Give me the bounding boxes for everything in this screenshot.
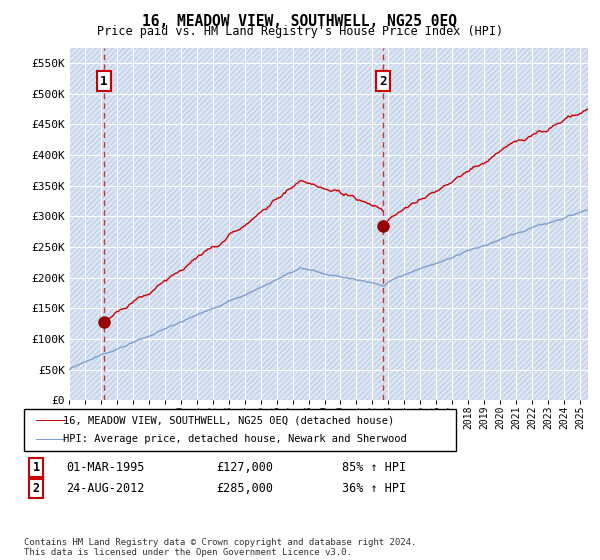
Text: 24-AUG-2012: 24-AUG-2012 [66,482,145,495]
Text: 85% ↑ HPI: 85% ↑ HPI [342,461,406,474]
Text: Price paid vs. HM Land Registry's House Price Index (HPI): Price paid vs. HM Land Registry's House … [97,25,503,38]
Text: 2: 2 [32,482,40,495]
Text: ————: ———— [36,432,66,446]
Text: 16, MEADOW VIEW, SOUTHWELL, NG25 0EQ: 16, MEADOW VIEW, SOUTHWELL, NG25 0EQ [143,14,458,29]
Text: 1: 1 [100,74,107,87]
Text: HPI: Average price, detached house, Newark and Sherwood: HPI: Average price, detached house, Newa… [63,434,407,444]
Text: 2: 2 [379,74,386,87]
Text: Contains HM Land Registry data © Crown copyright and database right 2024.
This d: Contains HM Land Registry data © Crown c… [24,538,416,557]
Text: ————: ———— [36,414,66,427]
Text: 36% ↑ HPI: 36% ↑ HPI [342,482,406,495]
Text: £285,000: £285,000 [216,482,273,495]
Text: 01-MAR-1995: 01-MAR-1995 [66,461,145,474]
Text: 1: 1 [32,461,40,474]
Text: £127,000: £127,000 [216,461,273,474]
Text: 16, MEADOW VIEW, SOUTHWELL, NG25 0EQ (detached house): 16, MEADOW VIEW, SOUTHWELL, NG25 0EQ (de… [63,416,394,426]
